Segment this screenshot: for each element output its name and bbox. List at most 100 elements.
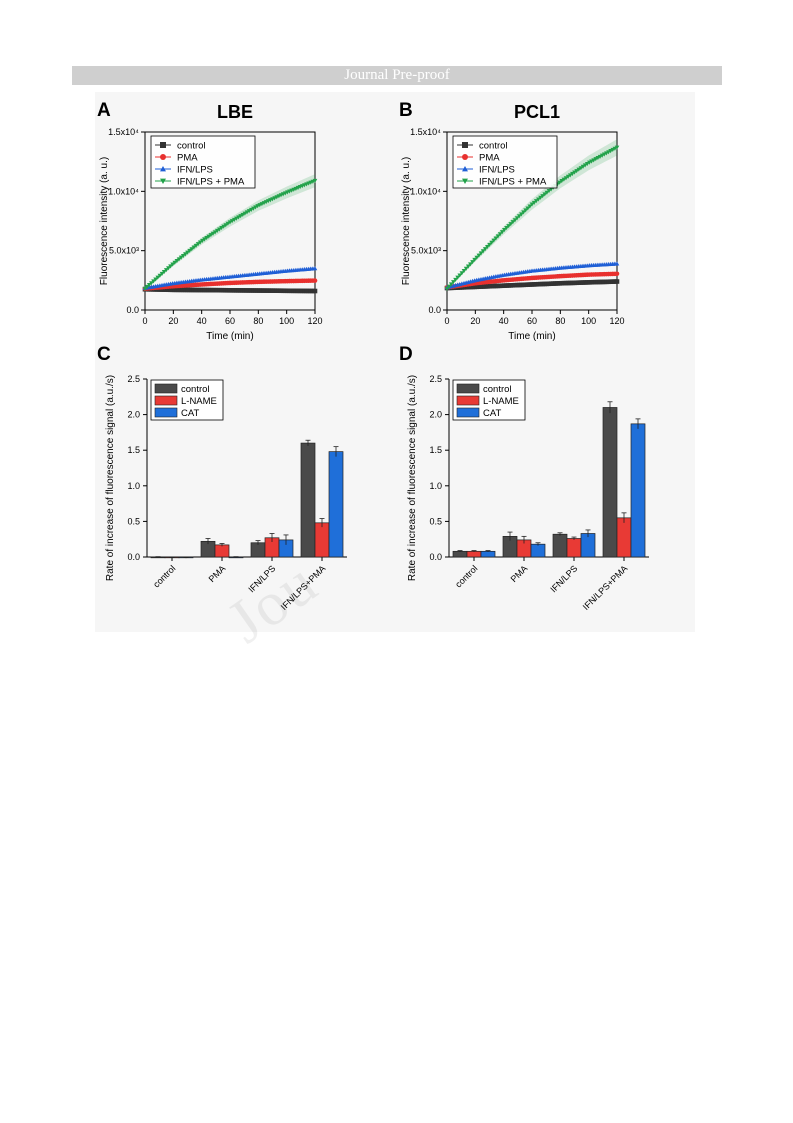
x-tick-label: 40 [499,316,509,326]
data-point [576,167,582,172]
data-point [561,177,567,182]
bar [616,517,632,558]
data-point [542,192,548,197]
legend-marker [462,166,468,172]
data-point [455,275,460,280]
data-point [159,271,165,276]
data-point [312,288,318,294]
data-point [563,176,569,181]
data-point [453,277,458,283]
legend-label: CAT [483,408,501,419]
data-point [223,223,229,228]
data-point [200,238,205,243]
x-tick-label: 120 [307,316,322,326]
y-tick-label: 1.0 [127,481,140,491]
bar [530,543,546,558]
data-point [206,234,212,239]
data-point [172,260,178,265]
data-point [219,226,224,231]
data-point [482,247,488,252]
error-band [447,139,617,290]
data-point [468,262,473,267]
data-point [463,266,469,271]
data-point [546,189,552,194]
series-control [444,279,620,291]
panel-a-line-chart: A LBE 0 20 40 60 80 100 120 0.0 5.0x10³ 1.0x10⁴ 1.5x… [95,92,385,347]
data-point [570,171,575,177]
bar [328,451,344,558]
data-point [446,284,452,289]
x-tick-label: 0 [444,316,449,326]
data-point [491,238,497,243]
data-point [197,240,203,245]
series-ifn-lps-pma [142,174,318,291]
legend-label: control [177,141,206,152]
data-point [510,220,516,225]
bar [314,522,330,558]
y-tick-label: 1.0x10⁴ [410,186,441,196]
x-tick-label: 40 [197,316,207,326]
data-point [174,259,180,264]
data-point [578,166,584,171]
data-point [478,251,484,256]
data-point [168,264,173,269]
legend-label: CAT [181,408,199,419]
y-tick-label: 1.0x10⁴ [108,186,139,196]
y-tick-label: 0.0 [429,552,442,562]
x-tick-label: control [151,563,177,589]
data-point [444,286,450,291]
data-point [161,269,167,275]
legend-label: IFN/LPS + PMA [479,177,547,188]
legend-label: L-NAME [181,396,217,407]
panel-b-chart-svg: B PCL1 0 20 40 60 80 100 120 0.0 5.0x10³ 1.0x10⁴ 1.5… [399,100,625,342]
legend-label: IFN/LPS [479,165,515,176]
data-point [193,243,199,248]
bar [480,550,496,558]
series-ifn-lps [444,261,620,290]
x-tick-label: PMA [207,563,228,584]
panel-c-bar-chart: C 0.0 0.5 1.0 1.5 2.0 2.5 Rate of increase of f… [95,342,385,632]
legend-marker [160,154,166,160]
data-point [574,169,579,174]
data-point [504,226,509,231]
y-axis-label: Rate of increase of fluorescence signal … [105,375,116,581]
data-point [221,224,226,229]
y-tick-label: 0.0 [126,305,139,315]
data-point [531,200,537,205]
data-point [533,199,539,204]
y-tick-label: 0.0 [127,552,140,562]
legend-swatch [154,383,178,394]
data-point [497,232,503,237]
y-tick-label: 2.5 [429,374,442,384]
legend-swatch [456,383,480,394]
data-point [312,278,318,283]
data-point [312,266,318,271]
data-point [180,253,186,259]
data-point [451,280,456,285]
y-tick-label: 2.5 [127,374,140,384]
legend-marker [160,166,166,172]
x-tick-label: 0 [142,316,147,326]
data-point [582,163,588,168]
x-tick-label: IFN/LPS+PMA [581,563,630,612]
journal-preproof-banner: Journal Pre-proof [72,66,722,85]
data-point [142,286,148,291]
data-point [614,145,620,150]
data-point [208,233,214,238]
data-point [461,269,467,274]
data-point [183,252,188,257]
y-axis-label: Fluorescence intensity (a. u.) [401,157,412,285]
chart-title: PCL1 [514,102,560,122]
data-point [225,221,231,226]
panel-letter: A [97,100,111,121]
data-point [521,210,526,215]
x-axis-label: Time (min) [508,331,555,342]
panel-letter: D [399,344,413,365]
error-band [145,174,315,290]
series-pma [142,278,318,291]
x-tick-label: 80 [253,316,263,326]
data-point [176,257,182,262]
legend-swatch [456,395,480,406]
panel-a-chart-svg: A LBE 0 20 40 60 80 100 120 0.0 5.0x10³ 1.0x10⁴ 1.5x… [97,100,323,342]
data-point [189,247,195,252]
